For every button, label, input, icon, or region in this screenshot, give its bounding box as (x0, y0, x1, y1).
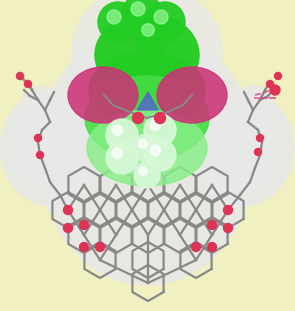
Ellipse shape (68, 67, 138, 123)
Circle shape (79, 220, 88, 230)
Circle shape (107, 10, 121, 24)
Circle shape (154, 10, 168, 24)
Circle shape (255, 148, 261, 156)
Circle shape (63, 206, 73, 215)
Circle shape (79, 243, 88, 252)
Circle shape (112, 125, 122, 135)
Ellipse shape (20, 86, 64, 130)
Circle shape (17, 72, 24, 80)
Circle shape (150, 120, 160, 130)
Ellipse shape (72, 0, 222, 115)
Circle shape (224, 206, 232, 215)
Circle shape (191, 243, 201, 252)
Circle shape (270, 85, 280, 95)
Circle shape (132, 113, 143, 123)
Circle shape (24, 81, 32, 87)
Circle shape (63, 224, 73, 233)
Circle shape (35, 134, 42, 142)
Ellipse shape (234, 132, 282, 188)
Circle shape (96, 243, 104, 252)
Circle shape (134, 162, 160, 188)
Circle shape (133, 134, 161, 162)
Circle shape (37, 151, 43, 159)
Circle shape (98, 2, 138, 42)
Ellipse shape (157, 67, 227, 123)
Circle shape (266, 81, 273, 87)
Circle shape (150, 145, 160, 155)
Ellipse shape (11, 132, 59, 188)
Circle shape (207, 220, 217, 230)
Circle shape (122, 0, 162, 34)
Circle shape (106, 119, 138, 151)
Circle shape (144, 139, 176, 171)
Circle shape (134, 17, 170, 53)
Ellipse shape (0, 90, 104, 206)
Circle shape (145, 2, 185, 42)
Polygon shape (137, 92, 158, 110)
Ellipse shape (102, 0, 192, 58)
Ellipse shape (89, 52, 205, 128)
Circle shape (138, 139, 147, 148)
Ellipse shape (85, 76, 209, 160)
Ellipse shape (95, 13, 199, 97)
Circle shape (131, 2, 145, 16)
Circle shape (112, 148, 122, 158)
Ellipse shape (12, 94, 68, 166)
Ellipse shape (190, 90, 294, 206)
Circle shape (139, 167, 147, 175)
Circle shape (256, 134, 263, 142)
Circle shape (106, 142, 138, 174)
Circle shape (207, 243, 217, 252)
Circle shape (155, 113, 165, 123)
Ellipse shape (231, 86, 275, 130)
Ellipse shape (226, 94, 282, 166)
Ellipse shape (87, 110, 207, 186)
Circle shape (144, 114, 176, 146)
Ellipse shape (39, 25, 255, 285)
Circle shape (275, 72, 281, 80)
Circle shape (224, 224, 232, 233)
Circle shape (142, 24, 154, 36)
